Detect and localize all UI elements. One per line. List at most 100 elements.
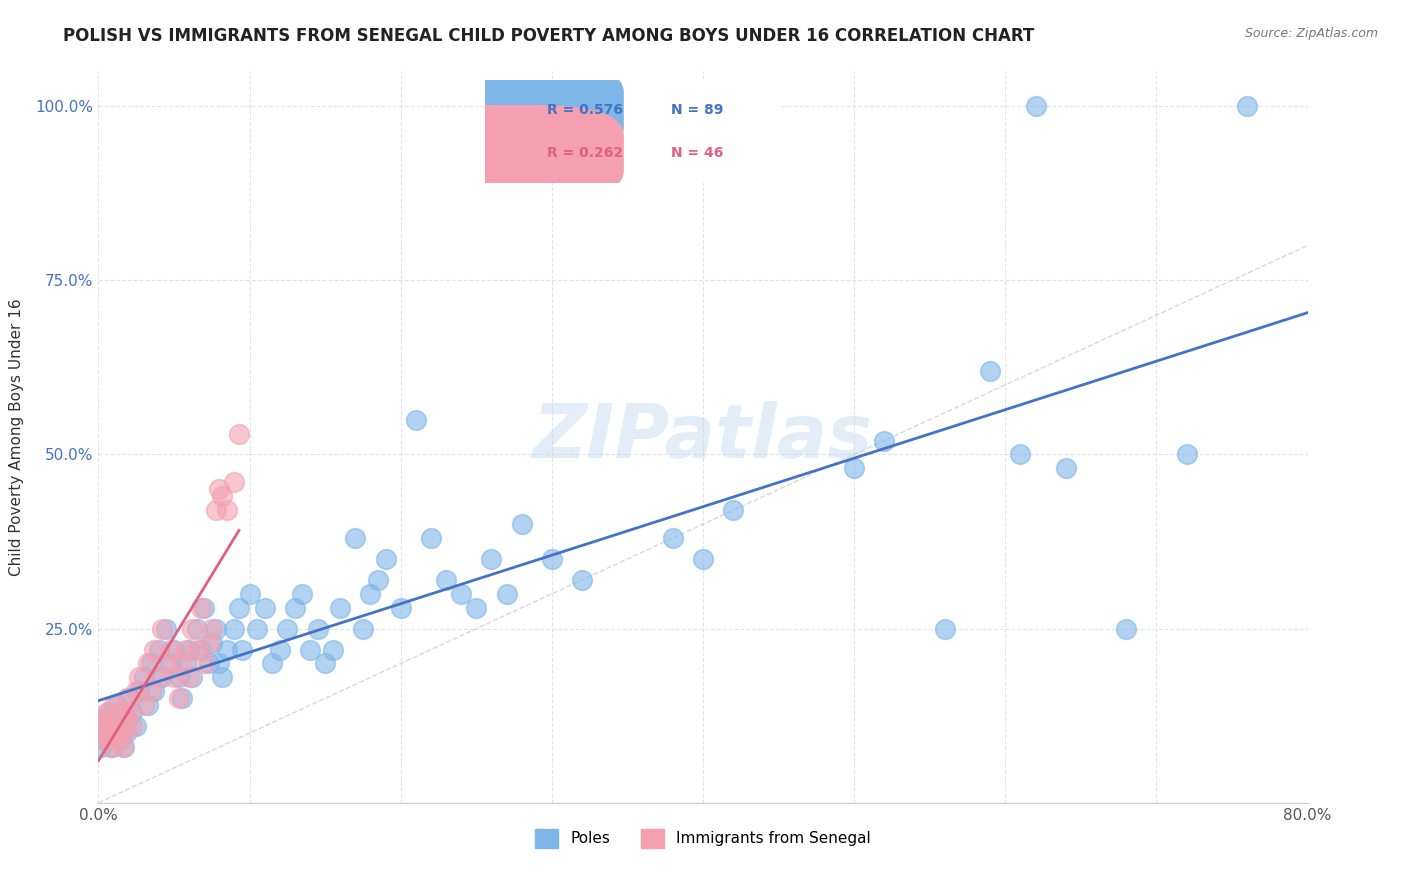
Immigrants from Senegal	[93, 733, 115, 747]
Immigrants from Senegal	[179, 670, 201, 684]
Poles	[105, 698, 128, 713]
Poles	[1236, 99, 1258, 113]
Poles	[979, 364, 1001, 378]
Immigrants from Senegal	[111, 740, 134, 755]
Poles	[481, 552, 503, 566]
Poles	[111, 705, 134, 719]
Poles	[155, 622, 177, 636]
Poles	[231, 642, 253, 657]
Immigrants from Senegal	[121, 719, 143, 733]
Poles	[1054, 461, 1077, 475]
Poles	[201, 635, 224, 649]
Poles	[299, 642, 322, 657]
Poles	[934, 622, 956, 636]
Poles	[1010, 448, 1032, 462]
Poles	[181, 670, 204, 684]
Text: R = 0.262: R = 0.262	[547, 146, 623, 160]
Poles	[844, 461, 866, 475]
Immigrants from Senegal	[114, 712, 136, 726]
Immigrants from Senegal	[90, 726, 112, 740]
Poles	[1115, 622, 1137, 636]
Poles	[108, 733, 131, 747]
Immigrants from Senegal	[96, 705, 118, 719]
Poles	[239, 587, 262, 601]
Immigrants from Senegal	[125, 684, 148, 698]
Poles	[692, 552, 714, 566]
Poles	[197, 657, 219, 671]
Poles	[100, 726, 122, 740]
Poles	[94, 733, 117, 747]
Poles	[434, 573, 457, 587]
Immigrants from Senegal	[193, 657, 215, 671]
Poles	[661, 531, 683, 545]
Text: N = 89: N = 89	[671, 103, 724, 117]
Poles	[314, 657, 336, 671]
Immigrants from Senegal	[136, 657, 159, 671]
Immigrants from Senegal	[197, 635, 219, 649]
Immigrants from Senegal	[112, 726, 135, 740]
Immigrants from Senegal	[143, 642, 166, 657]
Immigrants from Senegal	[107, 733, 129, 747]
Text: R = 0.576: R = 0.576	[547, 103, 623, 117]
Immigrants from Senegal	[163, 670, 186, 684]
Poles	[143, 684, 166, 698]
Poles	[450, 587, 472, 601]
Poles	[322, 642, 344, 657]
Poles	[329, 600, 352, 615]
Poles	[193, 600, 215, 615]
Immigrants from Senegal	[167, 691, 190, 706]
Immigrants from Senegal	[100, 740, 122, 755]
Poles	[132, 670, 155, 684]
Immigrants from Senegal	[101, 712, 124, 726]
Poles	[93, 712, 115, 726]
Immigrants from Senegal	[98, 726, 121, 740]
Immigrants from Senegal	[141, 684, 163, 698]
FancyBboxPatch shape	[482, 79, 783, 184]
Poles	[174, 657, 197, 671]
Poles	[228, 600, 250, 615]
Poles	[215, 642, 238, 657]
Immigrants from Senegal	[118, 705, 141, 719]
Immigrants from Senegal	[132, 698, 155, 713]
Poles	[352, 622, 374, 636]
Poles	[110, 719, 132, 733]
Poles	[150, 670, 173, 684]
Poles	[1024, 99, 1046, 113]
Poles	[723, 503, 745, 517]
Poles	[211, 670, 233, 684]
Poles	[118, 691, 141, 706]
FancyBboxPatch shape	[408, 62, 624, 158]
Poles	[179, 642, 201, 657]
Immigrants from Senegal	[215, 503, 238, 517]
Poles	[114, 726, 136, 740]
Poles	[141, 657, 163, 671]
Poles	[465, 600, 488, 615]
Immigrants from Senegal	[91, 712, 114, 726]
Poles	[163, 642, 186, 657]
Immigrants from Senegal	[181, 622, 204, 636]
Poles	[90, 740, 112, 755]
Poles	[103, 712, 125, 726]
Text: Source: ZipAtlas.com: Source: ZipAtlas.com	[1244, 27, 1378, 40]
Text: ZIPatlas: ZIPatlas	[533, 401, 873, 474]
Poles	[540, 552, 562, 566]
Immigrants from Senegal	[228, 426, 250, 441]
Poles	[374, 552, 396, 566]
Poles	[405, 412, 427, 426]
Poles	[367, 573, 389, 587]
Legend: Poles, Immigrants from Senegal: Poles, Immigrants from Senegal	[529, 822, 877, 854]
Poles	[510, 517, 533, 532]
Immigrants from Senegal	[155, 657, 177, 671]
Poles	[344, 531, 367, 545]
Poles	[208, 657, 231, 671]
Poles	[389, 600, 412, 615]
Immigrants from Senegal	[201, 622, 224, 636]
Poles	[136, 698, 159, 713]
Y-axis label: Child Poverty Among Boys Under 16: Child Poverty Among Boys Under 16	[10, 298, 24, 576]
Poles	[125, 719, 148, 733]
Immigrants from Senegal	[224, 475, 246, 490]
Poles	[284, 600, 307, 615]
Poles	[269, 642, 291, 657]
Poles	[360, 587, 382, 601]
Poles	[112, 740, 135, 755]
